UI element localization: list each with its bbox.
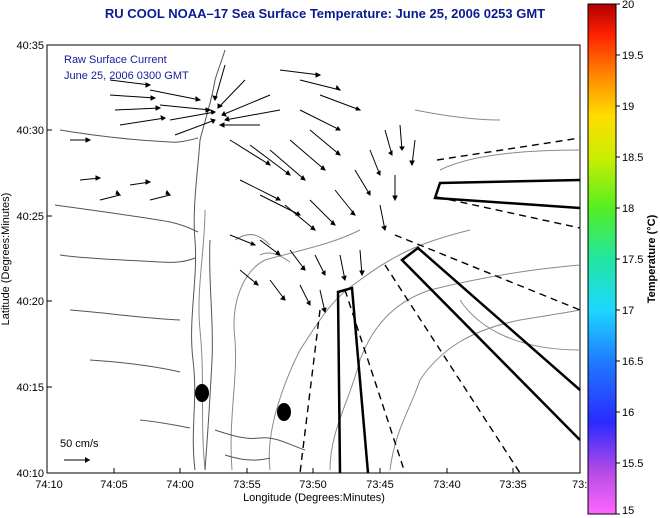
x-tick-label: 73:50 [299,479,327,491]
y-axis-label: Latitude (Degrees:Minutes) [0,193,12,326]
scale-arrow [64,457,90,463]
coastline [54,49,306,471]
colorbar [587,3,617,515]
y-tick-label: 40:25 [16,211,44,223]
y-tick-label: 40:35 [16,40,44,52]
x-tick-label: 73:40 [433,479,461,491]
scale-label: 50 cm/s [60,438,99,450]
legend-line-2: June 25, 2006 0300 GMT [64,70,189,82]
bathymetry-contours [198,109,581,471]
map-title: RU COOL NOAA–17 Sea Surface Temperature:… [104,6,546,21]
y-tick-label: 40:15 [16,382,44,394]
colorbar-tick-label: 15 [622,505,634,517]
y-tick-label: 40:10 [16,468,44,480]
colorbar-label: Temperature (°C) [646,214,658,303]
x-tick-label: 74:00 [166,479,194,491]
colorbar-tick-label: 19 [622,101,634,113]
y-tick-label: 40:30 [16,125,44,137]
axis-ticks [46,44,581,474]
legend-line-1: Raw Surface Current [64,54,167,66]
surface-current-vectors [70,64,416,313]
x-tick-label: 74:05 [100,479,128,491]
x-axis-label: Longitude (Degrees:Minutes) [243,492,385,504]
x-tick-label: 73:45 [366,479,394,491]
colorbar-tick-label: 20 [622,0,634,11]
colorbar-tick-label: 16.5 [622,356,643,368]
x-tick-label: 73:35 [499,479,527,491]
colorbar-ticks [616,3,620,515]
colorbar-tick-label: 19.5 [622,50,643,62]
colorbar-tick-label: 18.5 [622,152,643,164]
colorbar-tick-label: 16 [622,407,634,419]
radar-sector-lines [299,137,581,474]
station-marker[interactable] [277,403,291,421]
y-tick-label: 40:20 [16,296,44,308]
colorbar-tick-label: 15.5 [622,458,643,470]
colorbar-tick-label: 17 [622,305,634,317]
colorbar-tick-label: 17.5 [622,254,643,266]
plot-area [46,44,581,474]
x-tick-label: 73:55 [233,479,261,491]
x-tick-label: 74:10 [35,479,63,491]
station-marker[interactable] [195,384,209,402]
radar-sector-outlines [336,178,581,474]
colorbar-tick-label: 18 [622,203,634,215]
